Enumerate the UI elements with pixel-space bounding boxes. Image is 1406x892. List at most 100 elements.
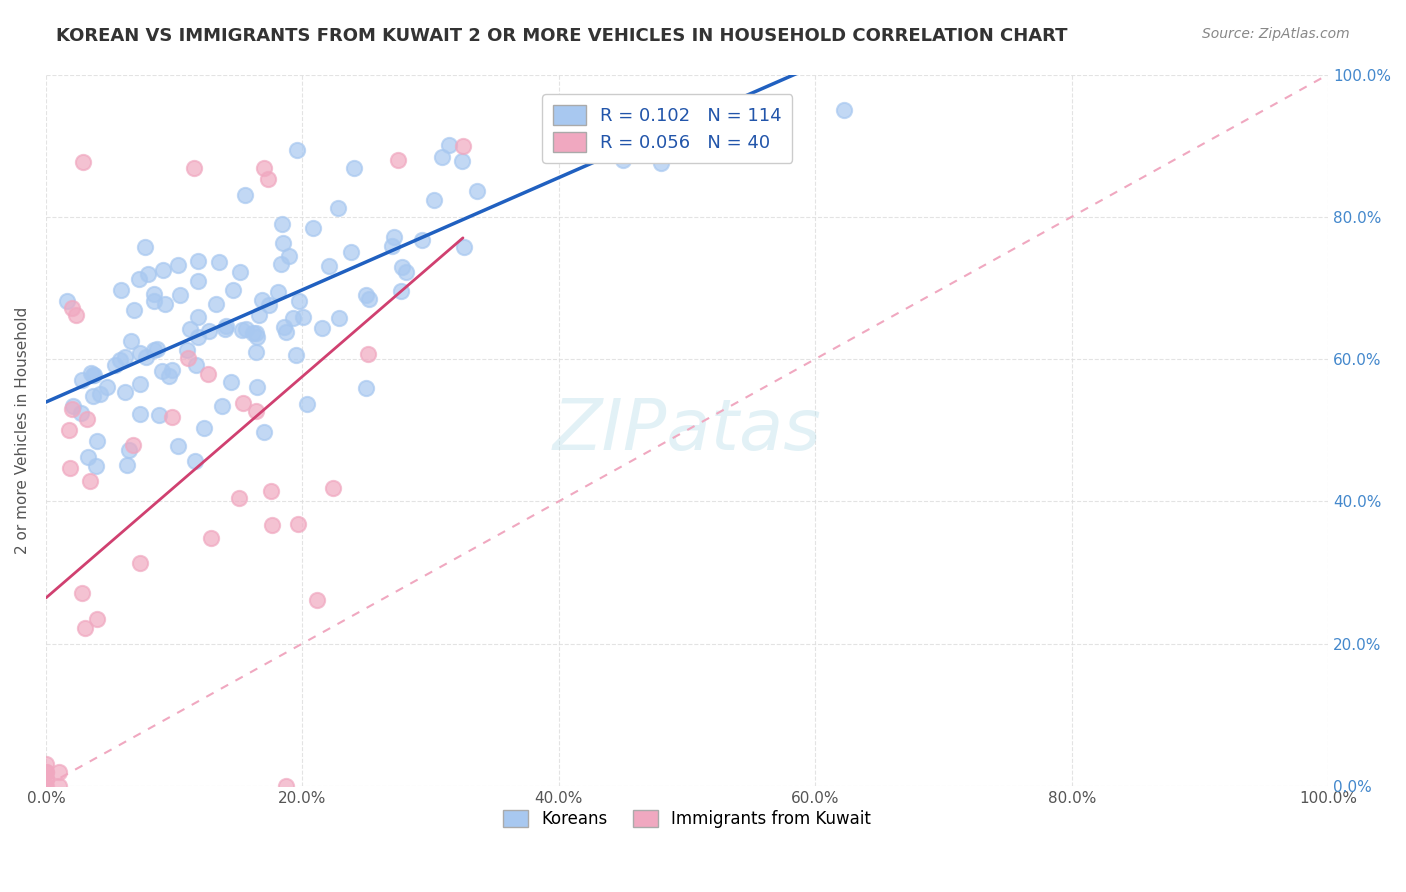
Point (246, 330, 269, 344)
Point (387, 153, 409, 167)
Point (86, 612, 108, 626)
Point (35, 772, 58, 786)
Point (287, 516, 309, 531)
Point (150, 363, 173, 377)
Point (274, 326, 297, 340)
Point (451, 154, 474, 169)
Point (832, 103, 855, 117)
Point (142, 287, 165, 301)
Point (267, 285, 290, 299)
Point (179, 322, 201, 336)
Point (65, 308, 87, 322)
Point (395, 264, 418, 278)
Point (274, 779, 297, 793)
Point (233, 188, 256, 202)
Point (451, 138, 474, 153)
Point (70, 374, 93, 388)
Point (328, 311, 350, 326)
Point (381, 238, 404, 252)
Point (204, 297, 226, 311)
Point (273, 319, 295, 334)
Point (262, 517, 284, 532)
Point (62, 399, 84, 413)
Point (35, 772, 58, 786)
Point (134, 240, 156, 254)
Point (231, 323, 253, 337)
Point (48, 764, 70, 779)
Point (357, 292, 380, 306)
Point (423, 194, 446, 208)
Point (246, 380, 269, 394)
Point (129, 377, 152, 392)
Point (354, 381, 377, 395)
Point (60, 301, 83, 315)
Point (211, 399, 233, 413)
Point (152, 263, 174, 277)
Point (114, 350, 136, 364)
Point (389, 284, 412, 298)
Point (145, 342, 167, 356)
Point (35, 764, 58, 779)
Point (115, 458, 138, 472)
Point (340, 244, 363, 259)
Point (184, 454, 207, 468)
Point (546, 103, 568, 117)
Point (72, 155, 94, 169)
Point (129, 556, 152, 570)
Point (287, 294, 309, 309)
Point (148, 408, 170, 422)
Point (437, 138, 460, 153)
Point (157, 369, 180, 384)
Text: KOREAN VS IMMIGRANTS FROM KUWAIT 2 OR MORE VEHICLES IN HOUSEHOLD CORRELATION CHA: KOREAN VS IMMIGRANTS FROM KUWAIT 2 OR MO… (56, 27, 1067, 45)
Point (305, 592, 328, 607)
Point (281, 310, 304, 325)
Point (273, 236, 295, 251)
Point (200, 531, 222, 545)
Point (343, 161, 366, 175)
Point (270, 257, 292, 271)
Point (79, 475, 101, 489)
Point (187, 253, 209, 268)
Point (247, 309, 270, 323)
Point (82, 368, 104, 383)
Point (197, 368, 219, 382)
Point (650, 156, 672, 170)
Point (411, 233, 433, 247)
Point (326, 202, 349, 216)
Point (128, 407, 150, 421)
Point (122, 438, 145, 452)
Point (183, 161, 205, 175)
Point (232, 396, 254, 410)
Point (58, 423, 80, 437)
Point (60, 402, 83, 417)
Text: ZIPatas: ZIPatas (553, 396, 821, 465)
Point (285, 143, 308, 157)
Y-axis label: 2 or more Vehicles in Household: 2 or more Vehicles in Household (15, 307, 30, 554)
Point (35, 779, 58, 793)
Point (215, 318, 238, 333)
Point (169, 288, 191, 302)
Point (82, 389, 104, 403)
Point (138, 267, 160, 281)
Point (430, 150, 453, 164)
Point (114, 385, 136, 400)
Point (612, 153, 634, 167)
Point (122, 302, 145, 317)
Point (621, 103, 644, 117)
Point (143, 293, 166, 308)
Point (357, 347, 380, 361)
Point (84, 458, 107, 473)
Point (302, 220, 325, 235)
Point (250, 293, 273, 307)
Point (76, 450, 98, 464)
Point (285, 348, 308, 362)
Point (245, 404, 267, 418)
Point (176, 343, 198, 358)
Point (166, 439, 188, 453)
Point (187, 274, 209, 288)
Point (465, 184, 488, 198)
Point (166, 258, 188, 272)
Legend: Koreans, Immigrants from Kuwait: Koreans, Immigrants from Kuwait (496, 803, 877, 834)
Point (253, 161, 276, 175)
Point (322, 481, 344, 495)
